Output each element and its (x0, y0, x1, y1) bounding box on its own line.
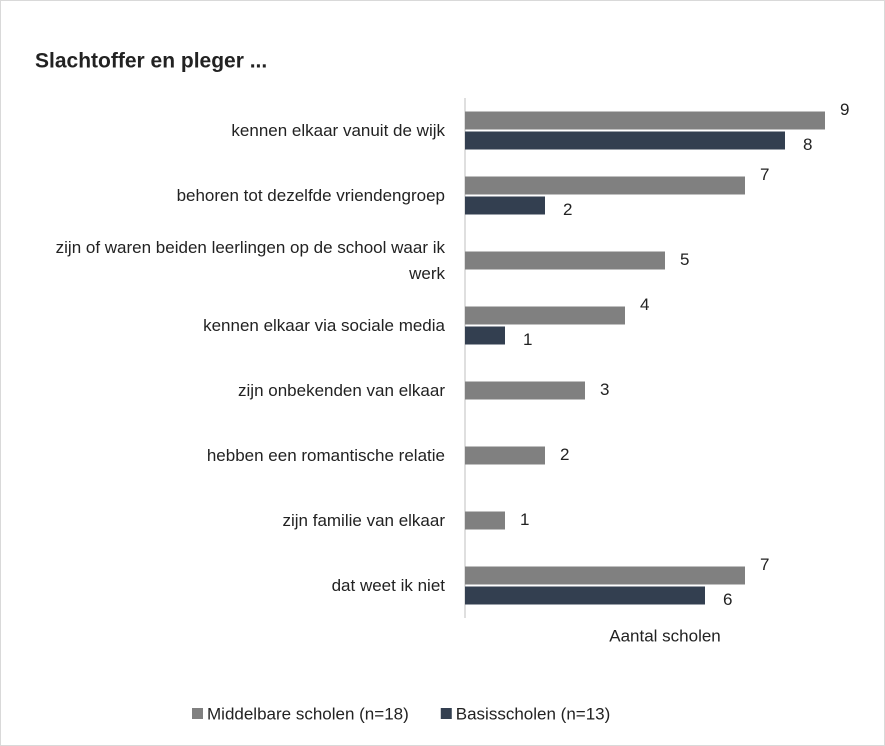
bar (465, 196, 545, 215)
y-tick-label: zijn familie van elkaar (282, 510, 445, 530)
data-label: 8 (803, 135, 812, 154)
data-label: 2 (563, 200, 572, 219)
bar (465, 111, 825, 130)
y-tick-label: behoren tot dezelfde vriendengroep (176, 185, 445, 205)
data-label: 2 (560, 445, 569, 464)
bar (465, 446, 545, 465)
data-label: 1 (520, 510, 529, 529)
data-label: 7 (760, 165, 769, 184)
data-label: 9 (840, 100, 849, 119)
data-label: 5 (680, 250, 689, 269)
y-tick-label: zijn onbekenden van elkaar (238, 380, 445, 400)
y-tick-label: zijn of waren beiden leerlingen op de sc… (55, 237, 445, 283)
data-label: 7 (760, 555, 769, 574)
bar (465, 326, 505, 345)
data-label: 3 (600, 380, 609, 399)
bar (465, 511, 505, 530)
bar (465, 381, 585, 400)
x-axis-title: Aantal scholen (609, 626, 721, 645)
bar (465, 251, 665, 270)
y-tick-label: hebben een romantische relatie (206, 445, 445, 465)
bar (465, 131, 785, 150)
legend-swatch (440, 708, 452, 719)
data-label: 4 (640, 295, 649, 314)
legend-label: Middelbare scholen (n=18) (207, 704, 409, 723)
y-tick-label: dat weet ik niet (331, 575, 445, 595)
bar (465, 306, 625, 325)
bar (465, 176, 745, 195)
bar (465, 566, 745, 585)
legend-swatch (192, 708, 203, 719)
chart-title: Slachtoffer en pleger ... (35, 50, 267, 73)
data-label: 1 (523, 330, 532, 349)
data-label: 6 (723, 590, 732, 609)
y-tick-label: kennen elkaar vanuit de wijk (231, 120, 445, 140)
bar (465, 586, 705, 605)
y-tick-label: kennen elkaar via sociale media (203, 315, 445, 335)
legend-label: Basisscholen (n=13) (456, 704, 611, 723)
